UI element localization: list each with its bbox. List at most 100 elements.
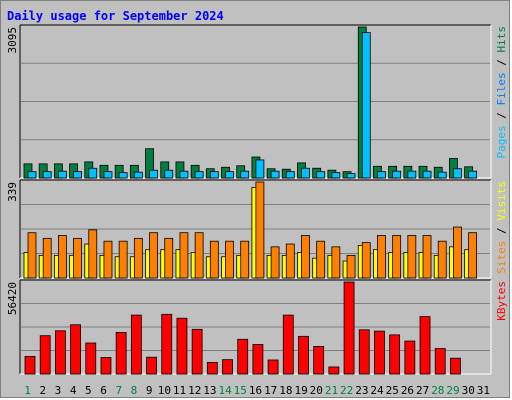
bar-kbytes-day-26	[404, 340, 416, 375]
x-label-day-20: 20	[310, 384, 323, 397]
x-label-day-21: 21	[325, 384, 338, 397]
bar-kbytes-day-18	[282, 314, 294, 375]
bar-files-day-15	[240, 170, 250, 179]
bar-kbytes-day-1	[24, 355, 36, 375]
x-label-day-2: 2	[39, 384, 46, 397]
bar-files-day-26	[407, 170, 417, 179]
bar-kbytes-day-24	[374, 330, 385, 375]
bar-kbytes-day-19	[298, 335, 309, 375]
bar-files-day-10	[164, 169, 174, 179]
bar-files-day-11	[179, 170, 189, 179]
bar-files-day-27	[422, 170, 432, 179]
bar-sites-day-7	[118, 240, 128, 279]
bar-sites-day-5	[88, 229, 98, 279]
bar-files-day-22	[346, 173, 356, 179]
bar-kbytes-day-10	[161, 313, 173, 375]
chart-title: Daily usage for September 2024	[7, 9, 224, 23]
bar-sites-day-14	[225, 240, 234, 279]
ymax-label-middle: 339	[6, 182, 19, 202]
bar-sites-day-23	[361, 242, 371, 279]
bar-kbytes-day-7	[115, 332, 127, 375]
x-label-day-4: 4	[70, 384, 77, 397]
bar-sites-day-8	[133, 237, 143, 279]
bar-sites-day-19	[301, 235, 310, 279]
bar-kbytes-day-23	[358, 329, 370, 375]
bar-sites-day-17	[270, 246, 280, 279]
x-label-day-22: 22	[340, 384, 353, 397]
x-label-day-28: 28	[431, 384, 444, 397]
bar-files-day-23	[361, 32, 371, 179]
x-label-day-24: 24	[370, 384, 384, 397]
legend-separator: /	[495, 53, 508, 73]
ymax-label-top: 3095	[6, 27, 19, 54]
x-label-day-12: 12	[188, 384, 201, 397]
bar-files-day-28	[437, 171, 447, 179]
bar-files-day-19	[301, 167, 310, 179]
bar-kbytes-day-14	[222, 359, 233, 375]
bar-files-day-12	[194, 171, 204, 179]
legend-sites: Sites	[495, 241, 508, 274]
bar-sites-day-26	[407, 235, 417, 279]
bar-files-day-24	[377, 171, 386, 179]
bar-files-day-3	[57, 170, 67, 179]
bar-files-day-13	[209, 171, 219, 179]
bar-sites-day-6	[103, 240, 113, 279]
bar-sites-day-13	[209, 240, 219, 279]
legend-kbytes: KBytes	[495, 281, 508, 321]
bar-sites-day-18	[285, 243, 295, 279]
ymax-label-bottom: 56420	[6, 282, 19, 315]
legend-bottom: KBytes	[495, 281, 508, 321]
bar-kbytes-day-8	[130, 314, 142, 375]
bar-kbytes-day-17	[267, 359, 279, 375]
bar-files-day-21	[331, 172, 341, 179]
bar-files-day-4	[73, 171, 82, 179]
bar-kbytes-day-15	[237, 338, 249, 375]
bar-files-day-18	[285, 171, 295, 179]
bar-sites-day-21	[331, 246, 341, 279]
x-label-day-3: 3	[55, 384, 62, 397]
bar-sites-day-20	[316, 240, 326, 279]
bar-kbytes-day-29	[450, 357, 461, 375]
x-label-day-23: 23	[355, 384, 368, 397]
bar-files-day-20	[316, 171, 326, 179]
legend-separator: /	[495, 221, 508, 241]
x-label-day-17: 17	[264, 384, 277, 397]
bar-files-day-30	[468, 170, 478, 179]
x-label-day-13: 13	[203, 384, 216, 397]
bar-kbytes-day-5	[85, 342, 97, 375]
bar-sites-day-2	[42, 237, 52, 279]
bar-sites-day-11	[179, 232, 189, 279]
bar-kbytes-day-22	[343, 281, 355, 375]
x-label-day-10: 10	[158, 384, 171, 397]
legend-pages: Pages	[495, 125, 508, 158]
bar-sites-day-4	[73, 237, 82, 279]
bar-kbytes-day-4	[70, 324, 81, 375]
x-label-day-15: 15	[234, 384, 247, 397]
bar-sites-day-3	[57, 235, 67, 279]
bar-files-day-1	[27, 171, 37, 179]
bar-sites-day-16	[255, 181, 265, 279]
x-label-day-14: 14	[218, 384, 232, 397]
x-label-day-26: 26	[401, 384, 414, 397]
x-label-day-29: 29	[446, 384, 459, 397]
bar-sites-day-29	[453, 226, 462, 279]
bar-kbytes-day-3	[54, 330, 66, 375]
legend-files: Files	[495, 72, 508, 105]
bar-kbytes-day-2	[39, 335, 51, 375]
x-label-day-25: 25	[386, 384, 399, 397]
x-label-day-9: 9	[146, 384, 153, 397]
x-label-day-1: 1	[24, 384, 31, 397]
bar-kbytes-day-6	[100, 357, 112, 375]
x-label-day-7: 7	[115, 384, 122, 397]
bar-sites-day-15	[240, 240, 250, 279]
legend-hits: Hits	[495, 26, 508, 53]
x-label-day-11: 11	[173, 384, 186, 397]
bar-sites-day-25	[392, 235, 402, 279]
bar-files-day-25	[392, 170, 402, 179]
bar-sites-day-28	[437, 240, 447, 279]
bar-kbytes-day-13	[206, 362, 218, 375]
bar-sites-day-12	[194, 232, 204, 279]
x-label-day-6: 6	[100, 384, 107, 397]
bar-sites-day-10	[164, 237, 174, 279]
bar-kbytes-day-9	[146, 356, 157, 375]
